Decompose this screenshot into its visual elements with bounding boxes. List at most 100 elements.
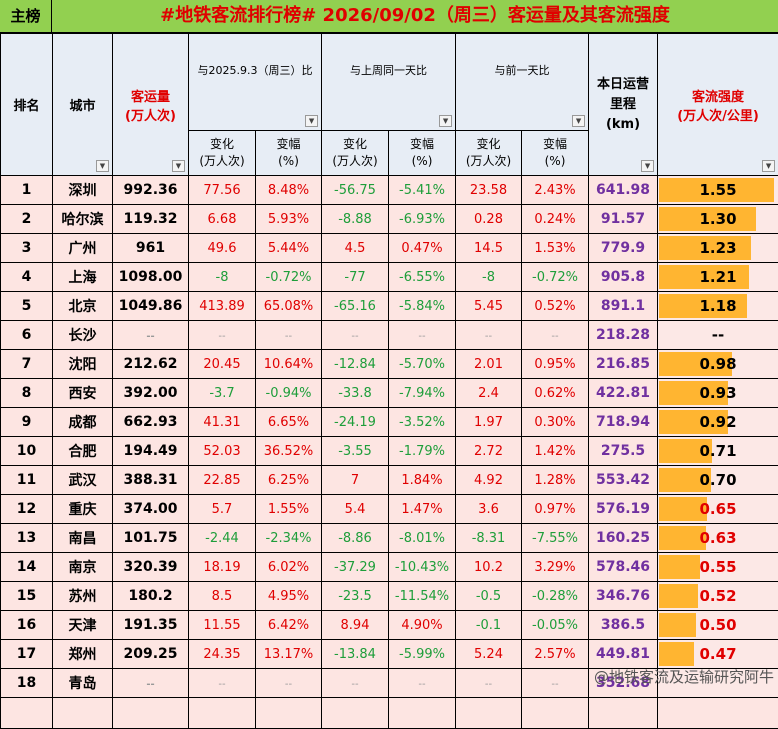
table-cell: 0.52 [658, 582, 778, 611]
table-cell: 194.49 [113, 437, 189, 466]
table-cell: -8 [456, 263, 522, 292]
table-cell: 1.53% [522, 234, 589, 263]
cell-text: 深圳 [69, 183, 97, 199]
table-cell: 24.35 [189, 640, 256, 669]
table-cell: 576.19 [589, 495, 658, 524]
table-cell: 449.81 [589, 640, 658, 669]
cell-text: 3.6 [478, 502, 499, 517]
header-text: (万人次) [199, 154, 244, 168]
header-text: (万人次) [466, 154, 511, 168]
cell-text: 7 [22, 356, 32, 372]
table-cell: 779.9 [589, 234, 658, 263]
cell-text: 413.89 [199, 299, 245, 314]
header-text: (万人次/公里) [677, 109, 759, 124]
cell-text: 0.28 [474, 212, 503, 227]
cell-text: 6.42% [268, 618, 309, 633]
table-cell: 15 [1, 582, 53, 611]
cell-text: 5.93% [268, 212, 309, 227]
table-cell: 11 [1, 466, 53, 495]
table-cell: -5.41% [389, 176, 456, 205]
table-cell: 苏州 [53, 582, 113, 611]
cell-text: 961 [136, 240, 165, 256]
cell-text: -0.28% [532, 589, 578, 604]
filter-button[interactable]: ▼ [641, 160, 654, 172]
table-cell: 18.19 [189, 553, 256, 582]
cell-text: 武汉 [69, 473, 97, 489]
cell-text: 0.47% [401, 241, 442, 256]
table-cell: 10.64% [256, 350, 322, 379]
table-cell: -- [189, 669, 256, 698]
table-cell: 1.42% [522, 437, 589, 466]
table-cell: 12 [1, 495, 53, 524]
table-cell: -0.72% [256, 263, 322, 292]
header-cell: 排名 [1, 34, 53, 176]
cell-text: 0.30% [534, 415, 575, 430]
cell-text: 1.28% [534, 473, 575, 488]
table-cell: -10.43% [389, 553, 456, 582]
cell-text: -0.94% [266, 386, 312, 401]
header-text: 变化 [343, 137, 367, 151]
cell-text: 8.5 [212, 589, 233, 604]
cell-text: 1.97 [474, 415, 503, 430]
table-cell: 2 [1, 205, 53, 234]
cell-text: 91.57 [601, 211, 645, 227]
cell-text: 386.5 [601, 617, 645, 633]
header-text: 城市 [69, 99, 95, 114]
filter-button[interactable]: ▼ [172, 160, 185, 172]
table-cell: 0.92 [658, 408, 778, 437]
cell-text: 0.52 [700, 587, 737, 605]
cell-text: -10.43% [395, 560, 449, 575]
filter-button[interactable]: ▼ [439, 115, 452, 127]
table-cell: -0.94% [256, 379, 322, 408]
cell-text: 18.19 [203, 560, 240, 575]
cell-text: -12.84 [334, 357, 376, 372]
filter-button[interactable]: ▼ [305, 115, 318, 127]
cell-text: 41.31 [203, 415, 240, 430]
cell-text: 5.7 [212, 502, 233, 517]
table-cell: 1.55% [256, 495, 322, 524]
table-cell [53, 698, 113, 729]
header-text: 变幅 [543, 137, 567, 151]
table-cell: 成都 [53, 408, 113, 437]
table-cell: 275.5 [589, 437, 658, 466]
cell-text: 191.35 [123, 617, 177, 633]
table-cell: 180.2 [113, 582, 189, 611]
filter-button[interactable]: ▼ [572, 115, 585, 127]
table-cell: -8.88 [322, 205, 389, 234]
filter-button[interactable]: ▼ [762, 160, 775, 172]
table-cell: 5.24 [456, 640, 522, 669]
cell-text: 65.08% [264, 299, 314, 314]
table-cell: 2.4 [456, 379, 522, 408]
table-cell: 8 [1, 379, 53, 408]
table-cell: -13.84 [322, 640, 389, 669]
table-cell: -33.8 [322, 379, 389, 408]
cell-text: 0.92 [700, 413, 737, 431]
cell-text: 成都 [69, 415, 97, 431]
cell-text: 18 [17, 675, 36, 691]
cell-text: 20.45 [203, 357, 240, 372]
cell-text: 194.49 [123, 443, 177, 459]
table-cell: 0.97% [522, 495, 589, 524]
table-cell: 6.25% [256, 466, 322, 495]
table-cell: 992.36 [113, 176, 189, 205]
table-cell [589, 698, 658, 729]
table-cell: 718.94 [589, 408, 658, 437]
cell-text: 0.95% [534, 357, 575, 372]
table-cell: 6.68 [189, 205, 256, 234]
cell-text: -3.7 [209, 386, 234, 401]
cell-text: 13 [17, 530, 36, 546]
table-cell: 1.18 [658, 292, 778, 321]
cell-text: 8.48% [268, 183, 309, 198]
cell-text: -- [418, 331, 425, 342]
table-cell: 1.84% [389, 466, 456, 495]
filter-button[interactable]: ▼ [96, 160, 109, 172]
cell-text: -- [218, 679, 225, 690]
cell-text: 576.19 [596, 501, 650, 517]
data-bar [659, 526, 706, 550]
table-cell: -- [658, 321, 778, 350]
table-cell: -7.94% [389, 379, 456, 408]
